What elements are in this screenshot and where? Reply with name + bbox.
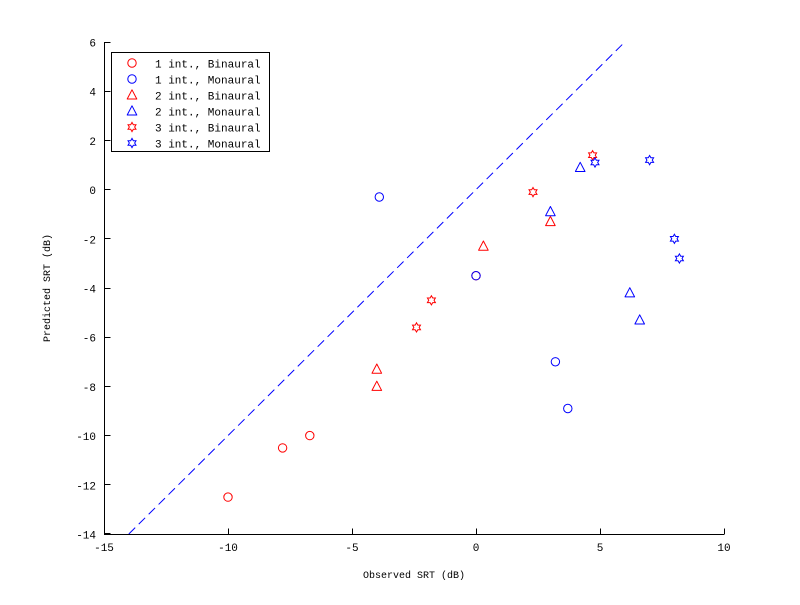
svg-text:-10: -10: [218, 543, 238, 555]
svg-text:4: 4: [89, 88, 96, 100]
svg-text:2: 2: [89, 137, 96, 149]
svg-text:-5: -5: [345, 543, 358, 555]
svg-text:Predicted SRT (dB): Predicted SRT (dB): [42, 234, 54, 342]
svg-text:Observed SRT (dB): Observed SRT (dB): [363, 570, 465, 582]
svg-text:-10: -10: [76, 432, 96, 444]
svg-text:5: 5: [597, 543, 604, 555]
svg-text:0: 0: [473, 543, 480, 555]
svg-text:2 int., Binaural: 2 int., Binaural: [155, 92, 261, 104]
svg-text:3 int., Binaural: 3 int., Binaural: [155, 124, 261, 136]
svg-text:0: 0: [89, 186, 96, 198]
svg-text:1 int., Monaural: 1 int., Monaural: [155, 76, 261, 88]
svg-text:-15: -15: [94, 543, 114, 555]
svg-text:-4: -4: [83, 285, 97, 297]
svg-text:-2: -2: [83, 235, 96, 247]
svg-text:-12: -12: [76, 481, 96, 493]
svg-text:2 int., Monaural: 2 int., Monaural: [155, 108, 261, 120]
svg-text:-14: -14: [76, 531, 96, 543]
svg-text:1 int., Binaural: 1 int., Binaural: [155, 60, 261, 72]
svg-text:-6: -6: [83, 334, 96, 346]
svg-text:3 int., Monaural: 3 int., Monaural: [155, 140, 261, 152]
svg-text:-8: -8: [83, 383, 96, 395]
svg-text:10: 10: [717, 543, 730, 555]
svg-text:6: 6: [89, 39, 96, 51]
